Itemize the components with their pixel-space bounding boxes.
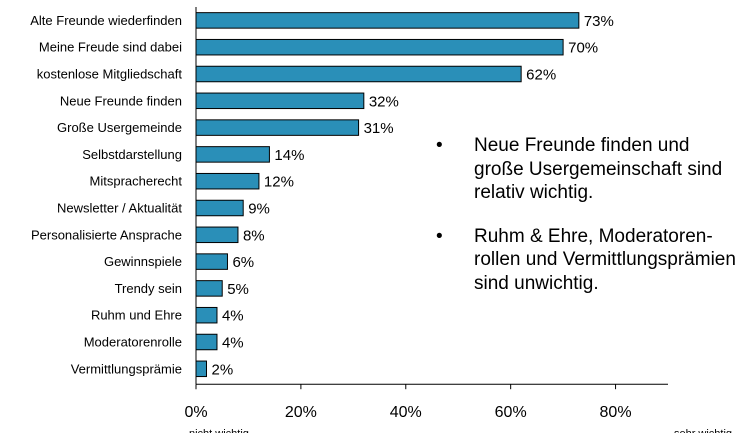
value-label: 62% xyxy=(526,67,556,84)
value-label: 73% xyxy=(584,13,614,30)
category-label: Alte Freunde wiederfinden xyxy=(30,13,182,28)
value-label: 32% xyxy=(369,93,399,110)
category-label: Trendy sein xyxy=(115,281,182,296)
bar xyxy=(195,226,239,244)
bar xyxy=(195,199,244,217)
bar xyxy=(195,333,218,351)
category-label: Newsletter / Aktualität xyxy=(57,201,182,216)
value-label: 31% xyxy=(364,120,394,137)
category-label: Große Usergemeinde xyxy=(57,120,182,135)
category-label: Selbstdarstellung xyxy=(82,147,182,162)
value-label: 8% xyxy=(243,227,265,244)
x-tick-label: 80% xyxy=(600,404,632,421)
bar xyxy=(195,38,564,56)
bar xyxy=(195,146,270,163)
bar xyxy=(195,12,580,29)
category-label: Neue Freunde finden xyxy=(60,93,182,108)
category-label: kostenlose Mitgliedschaft xyxy=(37,67,183,82)
value-label: 14% xyxy=(274,147,304,164)
category-labels: Alte Freunde wiederfinden Meine Freude si… xyxy=(30,13,182,376)
x-axis: 0% 20% 40% 60% 80% nicht wichtig sehr wichtig xyxy=(184,7,732,433)
value-label: 12% xyxy=(264,174,294,191)
value-label: 9% xyxy=(248,201,270,218)
x-tick-label: 20% xyxy=(285,404,317,421)
value-label: 4% xyxy=(222,335,244,352)
bar xyxy=(195,253,228,270)
value-label: 5% xyxy=(227,281,249,298)
note-item: Neue Freunde finden und große Usergemein… xyxy=(432,134,742,205)
bar xyxy=(195,119,360,136)
category-label: Mitspracherecht xyxy=(90,174,183,189)
bar xyxy=(195,65,522,83)
category-label: Moderatorenrolle xyxy=(84,335,182,350)
notes-list: Neue Freunde finden und große Usergemein… xyxy=(432,134,742,315)
x-low-label: nicht wichtig xyxy=(189,428,249,433)
value-label: 2% xyxy=(211,361,233,378)
x-tick-label: 60% xyxy=(495,404,527,421)
bar xyxy=(195,306,218,324)
bar xyxy=(195,280,223,297)
value-label: 70% xyxy=(568,40,598,57)
category-label: Meine Freude sind dabei xyxy=(39,40,182,55)
value-label: 4% xyxy=(222,308,244,325)
x-tick-label: 0% xyxy=(184,404,207,421)
category-label: Ruhm und Ehre xyxy=(91,308,182,323)
value-labels: 73% 70% 62% 32% 31% 14% 12% 9% 8% 6% 5% 4% 4% 2% xyxy=(211,13,613,378)
note-item: Ruhm & Ehre, Moderatoren-rollen und Verm… xyxy=(432,225,742,296)
x-high-label: sehr wichtig xyxy=(674,428,732,433)
bar xyxy=(195,92,365,110)
category-label: Personalisierte Ansprache xyxy=(31,227,182,242)
bar xyxy=(195,360,207,378)
category-label: Vermittlungsprämie xyxy=(71,361,182,376)
bar xyxy=(195,172,260,190)
value-label: 6% xyxy=(232,254,254,271)
category-label: Gewinnspiele xyxy=(104,254,182,269)
x-tick-label: 40% xyxy=(390,404,422,421)
bars xyxy=(195,12,580,378)
